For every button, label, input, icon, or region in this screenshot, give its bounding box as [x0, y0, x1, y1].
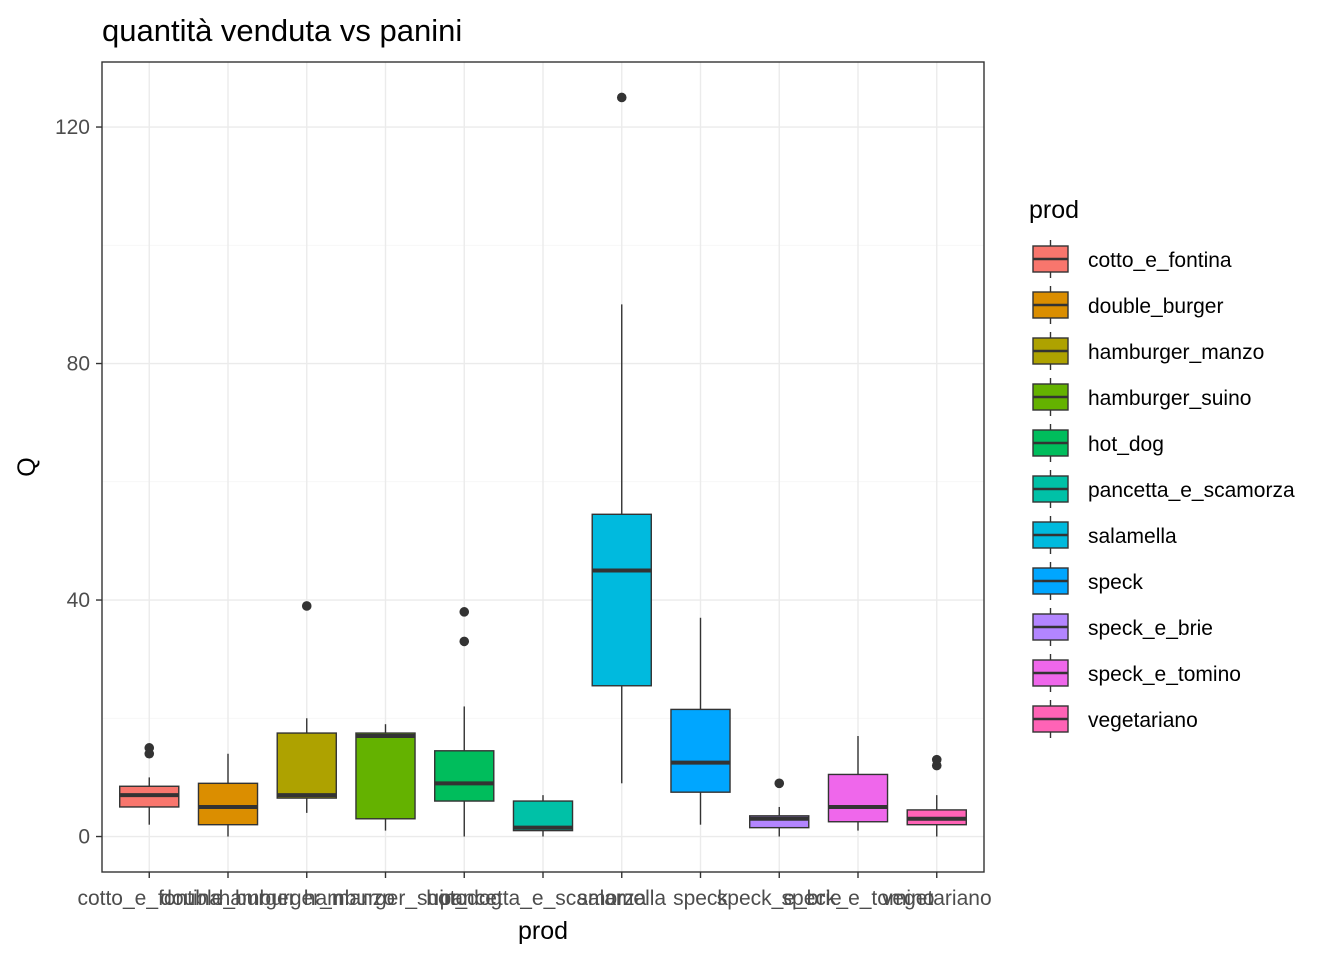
legend-item: hamburger_manzo: [1032, 332, 1264, 370]
outlier-point: [459, 607, 470, 617]
box-body: [355, 732, 416, 820]
legend-label: speck: [1088, 571, 1143, 594]
box-body: [434, 750, 495, 802]
x-tick-label: double_burger: [160, 887, 295, 910]
legend-item: vegetariano: [1032, 700, 1198, 738]
y-axis: 0 40 80 120: [55, 116, 102, 849]
legend: prod cotto_e_fontina double_burgerhamburg…: [1029, 196, 1295, 738]
plot-panel: [101, 61, 985, 873]
outlier-point: [774, 778, 785, 789]
y-tick-label: 40: [67, 589, 90, 612]
legend-item: speck: [1032, 562, 1143, 600]
x-axis: cotto_e_fontinadouble_burgerhamburger_ma…: [77, 872, 992, 910]
y-axis-title: Q: [13, 457, 41, 476]
box-body: [591, 513, 652, 687]
box-body: [197, 782, 259, 826]
x-tick-label: pancetta_e_scamorza: [440, 887, 647, 910]
box-speck: [670, 617, 731, 825]
box-hamburger_suino: [355, 724, 416, 831]
x-tick-label: cotto_e_fontina: [77, 887, 221, 910]
legend-title: prod: [1029, 196, 1079, 224]
box-vegetariano: [906, 754, 967, 837]
legend-label: hot_dog: [1088, 433, 1164, 456]
legend-item: salamella: [1032, 516, 1177, 554]
box-hot_dog: [434, 607, 495, 837]
legend-item: speck_e_tomino: [1032, 654, 1241, 692]
box-body: [670, 708, 731, 793]
legend-label: pancetta_e_scamorza: [1088, 479, 1295, 502]
box-pancetta_e_scamorza: [512, 795, 574, 837]
legend-label: double_burger: [1088, 295, 1223, 318]
outlier-point: [616, 92, 627, 103]
legend-label: speck_e_brie: [1088, 617, 1213, 640]
legend-label: cotto_e_fontina: [1088, 249, 1232, 272]
x-tick-label: speck_e_tomino: [782, 887, 935, 910]
y-tick-label: 80: [67, 353, 90, 376]
box-body: [827, 773, 889, 823]
outlier-point: [931, 754, 942, 765]
box-body: [749, 815, 810, 829]
chart-title: quantità venduta vs panini: [102, 13, 462, 48]
legend-item: speck_e_brie: [1032, 608, 1213, 646]
outlier-point: [144, 743, 155, 753]
legend-item: pancetta_e_scamorza: [1032, 470, 1295, 508]
box-series: [119, 92, 967, 837]
x-axis-title: prod: [518, 917, 568, 945]
y-tick-label: 0: [78, 826, 90, 849]
x-tick-label: speck_e_brie: [717, 887, 842, 910]
box-speck_e_brie: [749, 778, 810, 837]
legend-item: hamburger_suino: [1032, 378, 1251, 416]
legend-item: double_burger: [1032, 286, 1223, 324]
x-tick-label: speck: [673, 887, 728, 910]
x-tick-label: hamburger_manzo: [219, 887, 395, 910]
box-speck_e_tomino: [827, 736, 889, 831]
box-body: [276, 732, 337, 799]
legend-label: hamburger_manzo: [1088, 341, 1264, 364]
box-hamburger_manzo: [276, 601, 337, 813]
legend-label: salamella: [1088, 525, 1177, 548]
box-salamella: [591, 92, 652, 784]
legend-label: speck_e_tomino: [1088, 663, 1241, 686]
legend-label: vegetariano: [1088, 709, 1198, 732]
legend-item: cotto_e_fontina: [1032, 240, 1232, 278]
x-tick-label: hamburger_suino: [304, 887, 467, 910]
box-cotto_e_fontina: [119, 743, 180, 825]
legend-item: hot_dog: [1032, 424, 1164, 462]
x-tick-label: vegetariano: [882, 887, 992, 910]
box-double_burger: [197, 753, 259, 837]
outlier-point: [301, 601, 312, 611]
x-tick-label: hot_dog: [426, 887, 502, 910]
y-tick-label: 120: [55, 116, 90, 139]
legend-label: hamburger_suino: [1088, 387, 1251, 410]
x-tick-label: salamella: [577, 887, 666, 910]
outlier-point: [459, 636, 470, 647]
